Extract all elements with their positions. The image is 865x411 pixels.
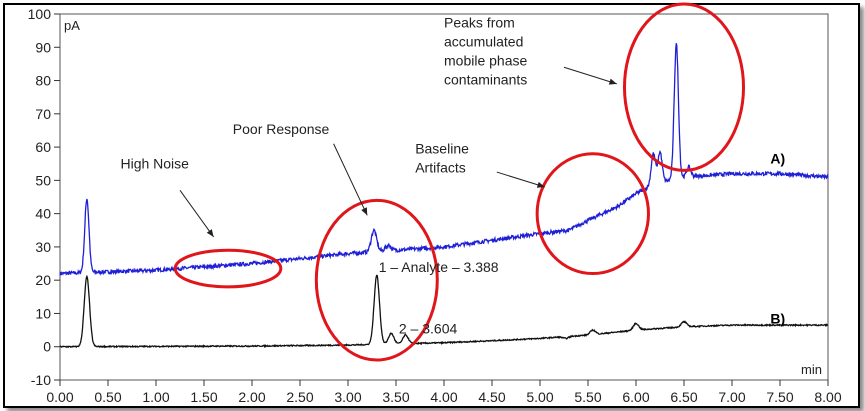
plot-area bbox=[59, 13, 829, 381]
x-tick-label: 5.00 bbox=[526, 389, 553, 405]
baseline-artifacts-arrow bbox=[496, 171, 545, 188]
x-tick-label: 3.50 bbox=[382, 389, 409, 405]
peak-2-label: 2 – 3.604 bbox=[399, 320, 458, 336]
contaminants-label: accumulated bbox=[444, 33, 523, 49]
annotation-layer: High Noise Poor Response Baseline Artifacts… bbox=[120, 2, 785, 362]
x-tick-label: 3.00 bbox=[334, 389, 361, 405]
series-layer bbox=[59, 43, 829, 349]
series-line-a bbox=[59, 43, 829, 276]
poor-response-arrow bbox=[333, 143, 368, 216]
y-tick-label: 0 bbox=[43, 339, 51, 355]
y-axis: -10 0 10 20 30 40 50 60 70 80 90 100 bbox=[28, 6, 60, 388]
y-axis-label: pA bbox=[64, 18, 80, 33]
x-tick-label: 6.00 bbox=[622, 389, 649, 405]
contaminants-circle bbox=[622, 2, 746, 172]
contaminants-label: Peaks from bbox=[444, 14, 515, 30]
baseline-artifacts-circle bbox=[535, 152, 650, 276]
x-axis-label: min bbox=[801, 362, 822, 377]
y-tick-label: 60 bbox=[35, 139, 51, 155]
x-tick-label: 6.50 bbox=[670, 389, 697, 405]
contaminants-arrow bbox=[563, 66, 617, 85]
x-tick-label: 0.00 bbox=[46, 389, 73, 405]
y-tick-label: 50 bbox=[35, 172, 51, 188]
x-tick-label: 5.50 bbox=[574, 389, 601, 405]
x-axis: 0.00 0.50 1.00 1.50 2.00 2.50 3.00 3.50 4.00 4.50… bbox=[46, 380, 842, 405]
x-tick-label: 4.00 bbox=[430, 389, 457, 405]
x-tick-label: 2.50 bbox=[286, 389, 313, 405]
x-tick-label: 1.00 bbox=[142, 389, 169, 405]
x-tick-label: 0.50 bbox=[94, 389, 121, 405]
baseline-artifacts-label: Artifacts bbox=[415, 160, 466, 176]
contaminants-label: contaminants bbox=[444, 71, 527, 87]
y-tick-label: 40 bbox=[35, 206, 51, 222]
x-tick-label: 7.50 bbox=[766, 389, 793, 405]
poor-response-circle bbox=[314, 198, 439, 362]
series-b-label: B) bbox=[770, 310, 785, 326]
y-tick-label: 20 bbox=[35, 272, 51, 288]
x-tick-label: 7.00 bbox=[718, 389, 745, 405]
contaminants-label: mobile phase bbox=[444, 52, 527, 68]
y-tick-label: 80 bbox=[35, 73, 51, 89]
y-tick-label: -10 bbox=[31, 372, 51, 388]
series-line-b bbox=[59, 274, 829, 349]
x-tick-label: 8.00 bbox=[814, 389, 841, 405]
baseline-artifacts-label: Baseline bbox=[415, 141, 469, 157]
y-tick-label: 70 bbox=[35, 106, 51, 122]
y-tick-label: 100 bbox=[28, 6, 52, 22]
x-tick-label: 4.50 bbox=[478, 389, 505, 405]
analyte-peak-label: 1 – Analyte – 3.388 bbox=[379, 259, 499, 275]
x-tick-label: 2.00 bbox=[238, 389, 265, 405]
y-tick-label: 90 bbox=[35, 39, 51, 55]
x-tick-label: 1.50 bbox=[190, 389, 217, 405]
high-noise-label: High Noise bbox=[120, 156, 189, 172]
high-noise-circle bbox=[173, 248, 283, 289]
y-tick-label: 10 bbox=[35, 305, 51, 321]
series-a-label: A) bbox=[770, 151, 785, 167]
poor-response-label: Poor Response bbox=[233, 121, 330, 137]
high-noise-arrow bbox=[179, 190, 215, 238]
y-tick-label: 30 bbox=[35, 239, 51, 255]
